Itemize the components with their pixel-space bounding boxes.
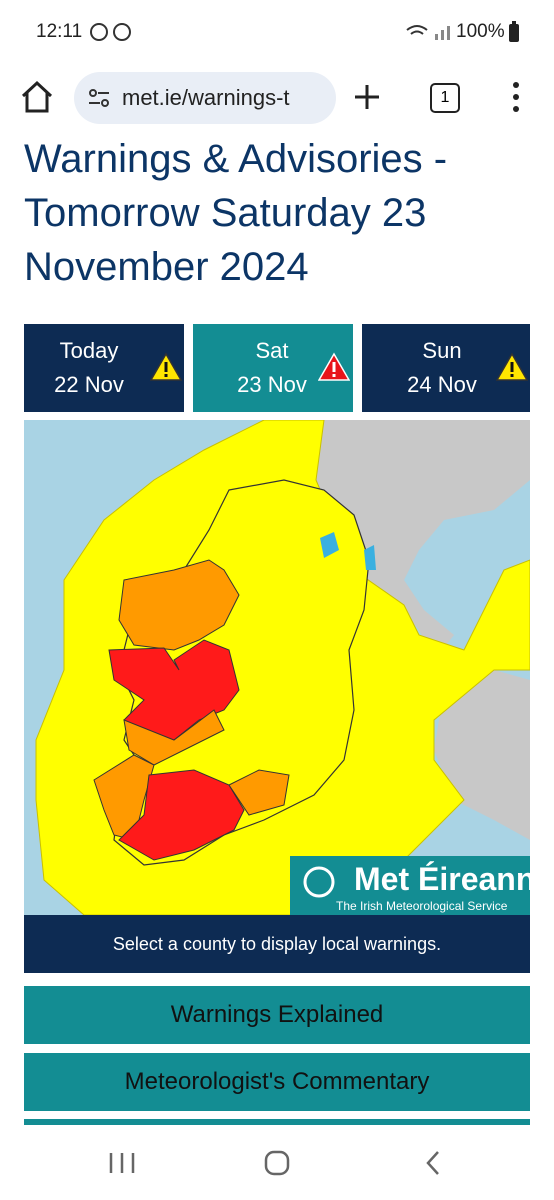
britain (314, 420, 530, 660)
button[interactable]: Warnings Explained (24, 986, 530, 1044)
browser-toolbar: met.ie/warnings-t 1 (0, 62, 554, 136)
red-warning-icon (318, 352, 350, 381)
day-tab[interactable]: Sat 23 Nov (193, 324, 353, 412)
battery-level: 100% (456, 21, 505, 42)
tab-day: Sun (422, 338, 462, 363)
lakes (320, 532, 376, 570)
tab-date: 24 Nov (407, 372, 477, 397)
orange-region (118, 559, 240, 651)
button-partial (24, 1119, 530, 1127)
status-bar: 12:11 100% (0, 0, 554, 62)
battery-icon (509, 21, 519, 42)
page-title: Warnings & Advisories - Tomorrow Saturda… (24, 137, 448, 289)
clock: 12:11 (36, 21, 83, 42)
warning-map[interactable]: Met Éireann The Irish Meteorological Ser… (24, 420, 530, 915)
tab-day: Sat (255, 338, 289, 363)
notification-icons (90, 23, 131, 41)
tab-switcher[interactable]: 1 (430, 83, 460, 113)
home-button[interactable] (20, 80, 54, 114)
orange-region (123, 709, 225, 766)
new-tab-button[interactable] (352, 82, 382, 112)
tab-date: 23 Nov (237, 372, 307, 397)
back-button[interactable] (424, 1150, 442, 1176)
red-region (118, 769, 245, 861)
tab-day: Today (59, 338, 119, 363)
day-tab[interactable]: Sun 24 Nov (362, 324, 530, 412)
logo-name: Met Éireann (354, 861, 530, 897)
button[interactable]: Meteorologist's Commentary (24, 1053, 530, 1111)
map-caption: Select a county to display local warning… (24, 915, 530, 973)
day-tab[interactable]: Today 22 Nov (24, 324, 184, 412)
address-bar[interactable]: met.ie/warnings-t (74, 72, 336, 124)
home-nav-button[interactable] (264, 1150, 292, 1176)
recents-button[interactable] (108, 1151, 136, 1175)
orange-region (228, 769, 290, 816)
signal-icons (406, 25, 450, 40)
url-text: met.ie/warnings-t (122, 85, 290, 110)
menu-button[interactable] (508, 80, 524, 114)
logo-box (290, 856, 530, 915)
yellow-warning-icon (496, 352, 528, 381)
red-region (108, 639, 240, 746)
yellow-warning-icon (150, 352, 182, 381)
logo-tagline: The Irish Meteorological Service (336, 899, 508, 913)
tab-date: 22 Nov (54, 372, 124, 397)
nav-bar (0, 1125, 554, 1200)
site-settings-icon[interactable] (88, 88, 110, 108)
logo-swirl (303, 866, 335, 898)
